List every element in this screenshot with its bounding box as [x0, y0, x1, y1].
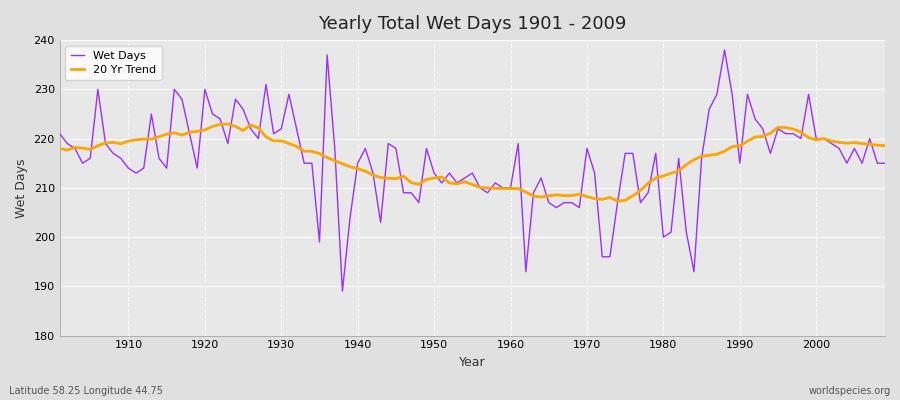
- 20 Yr Trend: [605, 195, 616, 200]
- Wet Days: [513, 141, 524, 146]
- Wet Days: [115, 156, 126, 161]
- Y-axis label: Wet Days: Wet Days: [15, 158, 28, 218]
- Wet Days: [719, 48, 730, 52]
- 20 Yr Trend: [292, 144, 302, 149]
- Wet Days: [284, 92, 294, 97]
- Wet Days: [54, 131, 65, 136]
- Title: Yearly Total Wet Days 1901 - 2009: Yearly Total Wet Days 1901 - 2009: [318, 15, 626, 33]
- Wet Days: [337, 289, 347, 294]
- 20 Yr Trend: [505, 186, 516, 191]
- Wet Days: [329, 146, 340, 151]
- Text: worldspecies.org: worldspecies.org: [809, 386, 891, 396]
- Text: Latitude 58.25 Longitude 44.75: Latitude 58.25 Longitude 44.75: [9, 386, 163, 396]
- Wet Days: [505, 186, 516, 190]
- Wet Days: [605, 254, 616, 259]
- 20 Yr Trend: [337, 161, 347, 166]
- Line: 20 Yr Trend: 20 Yr Trend: [59, 124, 885, 201]
- 20 Yr Trend: [222, 122, 233, 126]
- 20 Yr Trend: [54, 146, 65, 151]
- Legend: Wet Days, 20 Yr Trend: Wet Days, 20 Yr Trend: [65, 46, 162, 80]
- 20 Yr Trend: [115, 141, 126, 146]
- 20 Yr Trend: [879, 143, 890, 148]
- Wet Days: [879, 161, 890, 166]
- X-axis label: Year: Year: [459, 356, 486, 369]
- Line: Wet Days: Wet Days: [59, 50, 885, 291]
- 20 Yr Trend: [513, 186, 524, 191]
- 20 Yr Trend: [612, 199, 623, 204]
